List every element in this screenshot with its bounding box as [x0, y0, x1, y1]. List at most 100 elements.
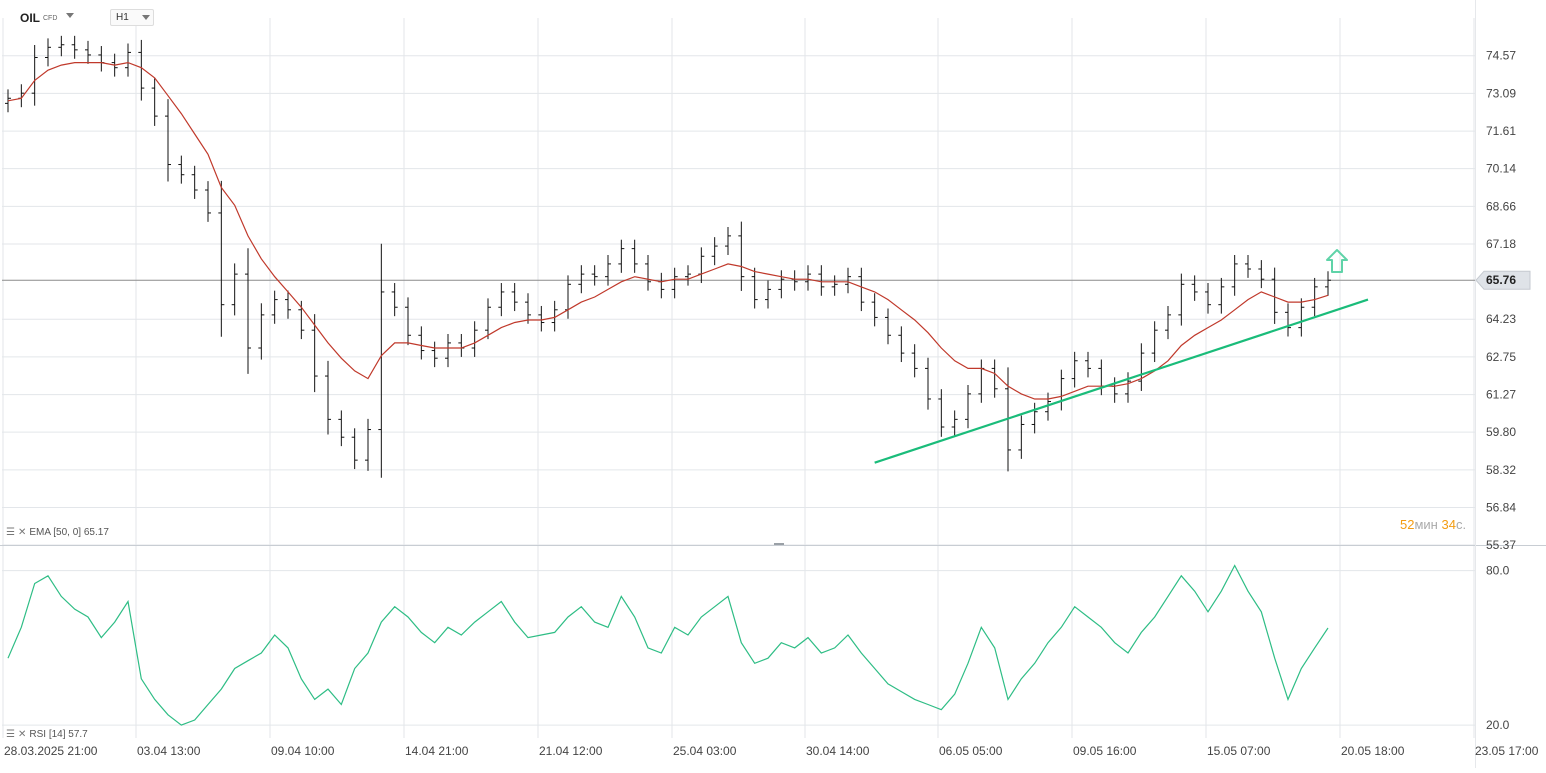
- price-bar: [311, 314, 318, 393]
- timeframe-select[interactable]: H1: [110, 9, 154, 26]
- price-bar: [1018, 415, 1025, 459]
- price-bar: [551, 300, 558, 332]
- price-bar: [871, 293, 878, 327]
- price-bar: [738, 221, 745, 291]
- price-bar: [725, 226, 731, 255]
- price-bar: [885, 308, 891, 345]
- rsi-panel: [7, 564, 1329, 726]
- chevron-down-icon: [142, 15, 150, 20]
- price-bar: [445, 333, 451, 368]
- rsi-y-tick-label: 20.0: [1486, 718, 1510, 732]
- price-bar: [751, 267, 758, 309]
- price-bar: [1191, 275, 1198, 301]
- rsi-name: RSI: [29, 729, 47, 740]
- price-bar: [165, 99, 171, 182]
- rsi-params: [14]: [48, 729, 66, 740]
- price-bar: [431, 341, 438, 368]
- price-bar: [685, 265, 691, 286]
- price-bar: [1258, 260, 1265, 289]
- price-bar: [58, 35, 65, 57]
- price-bar: [365, 418, 371, 471]
- price-bar: [711, 237, 718, 266]
- price-bar: [1298, 298, 1305, 337]
- timeframe-value: H1: [116, 12, 129, 23]
- price-bar: [85, 40, 91, 64]
- price-bar: [205, 181, 211, 222]
- y-tick-label: 61.27: [1486, 388, 1516, 402]
- ema-value: 65.17: [83, 527, 109, 538]
- chevron-down-icon[interactable]: [66, 13, 74, 18]
- y-tick-label: 74.57: [1486, 49, 1516, 63]
- current-price-tag: 65.76: [1475, 270, 1531, 290]
- price-bar: [991, 359, 998, 398]
- price-bar: [45, 38, 51, 67]
- price-bar: [1245, 254, 1251, 278]
- price-bar: [218, 180, 225, 337]
- candle-countdown: 52мин 34с.: [1400, 517, 1466, 532]
- price-bar: [658, 272, 665, 299]
- price-bar: [565, 275, 571, 319]
- arrow-up-icon: [1326, 249, 1348, 273]
- x-tick-label: 09.04 10:00: [271, 744, 335, 758]
- price-bar: [1111, 377, 1118, 403]
- price-bar: [1098, 359, 1105, 396]
- countdown-minutes-unit: мин: [1414, 517, 1438, 532]
- ema-name: EMA: [29, 527, 51, 538]
- x-tick-label: 28.03.2025 21:00: [4, 744, 98, 758]
- price-bar: [1165, 305, 1171, 340]
- price-bar: [125, 43, 131, 77]
- y-tick-label: 71.61: [1486, 124, 1516, 138]
- price-bar: [911, 344, 918, 378]
- y-tick-label: 64.23: [1486, 312, 1516, 326]
- price-bar: [965, 384, 971, 429]
- price-bar: [1151, 321, 1158, 363]
- price-bar: [631, 239, 638, 273]
- price-bar: [1218, 277, 1225, 314]
- rsi-line: [7, 564, 1329, 726]
- symbol-name: OIL: [20, 11, 40, 25]
- axes: 28.03.2025 21:00 03.04 13:00 09.04 10:00 14…: [4, 49, 1539, 758]
- price-bar: [71, 35, 78, 59]
- price-bar: [405, 297, 411, 346]
- lines-icon[interactable]: ☰: [6, 527, 15, 538]
- price-bar: [338, 410, 345, 447]
- ema-line: [7, 61, 1329, 400]
- price-bar: [258, 303, 265, 360]
- ema-indicator-label[interactable]: ☰ ✕ EMA [50, 0] 65.17: [6, 527, 109, 538]
- price-bar: [978, 359, 985, 403]
- x-tick-label: 21.04 12:00: [539, 744, 603, 758]
- rsi-value: 57.7: [68, 729, 88, 740]
- close-icon[interactable]: ✕: [17, 729, 27, 740]
- panel-resize-handle: [774, 543, 784, 545]
- x-tick-label: 15.05 07:00: [1207, 744, 1271, 758]
- y-tick-label: 58.32: [1486, 463, 1516, 477]
- price-bar: [418, 326, 425, 360]
- countdown-minutes: 52: [1400, 517, 1415, 532]
- price-bar: [511, 283, 518, 312]
- trend-line: [874, 298, 1369, 464]
- price-bar: [538, 305, 545, 332]
- price-bar: [1311, 277, 1318, 317]
- y-tick-label: 67.18: [1486, 237, 1516, 251]
- x-tick-label: 14.04 21:00: [405, 744, 469, 758]
- current-price-tag-bg: [1475, 270, 1531, 290]
- x-tick-label: 20.05 18:00: [1341, 744, 1405, 758]
- price-bar: [245, 248, 251, 374]
- lines-icon[interactable]: ☰: [6, 729, 15, 740]
- price-bar: [1285, 303, 1291, 337]
- rsi-indicator-label[interactable]: ☰ ✕ RSI [14] 57.7: [6, 729, 88, 740]
- price-bar: [831, 275, 838, 296]
- price-bar: [698, 247, 705, 284]
- price-bar: [498, 283, 505, 317]
- price-bar: [938, 389, 945, 437]
- price-bar: [805, 265, 811, 291]
- price-bar: [485, 298, 491, 340]
- rsi-y-tick-label: 80.0: [1486, 564, 1510, 578]
- y-tick-label: 73.09: [1486, 86, 1516, 100]
- symbol-selector[interactable]: OIL CFD: [20, 11, 57, 25]
- countdown-seconds-unit: с.: [1455, 517, 1467, 532]
- close-icon[interactable]: ✕: [17, 527, 27, 538]
- price-bar: [605, 254, 611, 286]
